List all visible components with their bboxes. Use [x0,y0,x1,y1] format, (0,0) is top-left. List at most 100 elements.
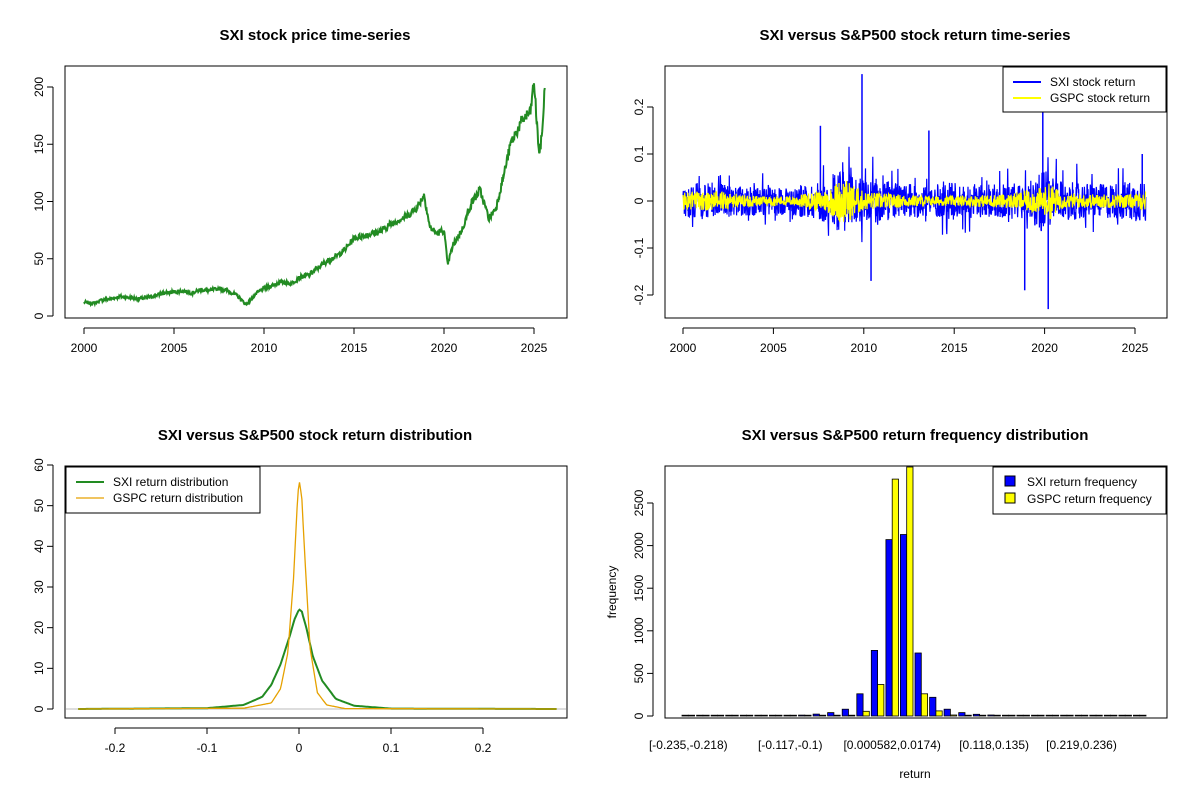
legend-label-gspc-density: GSPC return distribution [113,491,243,505]
x-tick-label: 2000 [670,341,697,355]
price-line [83,83,546,308]
x-tick-label: 0.2 [475,741,492,755]
sxi-frequency-bar [798,714,806,717]
gspc-frequency-bar [920,693,928,717]
gspc-frequency-bar [906,466,914,717]
gspc-frequency-bar [1095,714,1103,717]
sxi-frequency-bar [681,714,689,717]
y-tick-label: 10 [32,661,46,675]
plot-frame-1 [664,65,1168,319]
y-tick-label: 50 [32,499,46,513]
sxi-frequency-bar [1133,714,1141,717]
histogram-bin-label: [0.219,0.236) [1046,738,1117,752]
y-tick-label: 2000 [632,532,646,559]
histogram-bin-label: [0.118,0.135) [959,738,1029,752]
gspc-frequency-bar [746,714,754,717]
density-chart-title: SXI versus S&P500 stock return distribut… [158,427,472,444]
sxi-frequency-bar [754,714,762,717]
sxi-frequency-bar [1060,714,1068,717]
sxi-density-line [78,608,557,710]
sxi-frequency-bar [1002,714,1010,717]
x-tick-label: 2020 [1031,341,1058,355]
y-tick-label: -0.2 [632,284,646,305]
plot-frame-0 [64,65,568,319]
legend-swatch-sxi-frequency [1004,475,1016,487]
gspc-frequency-bar [833,714,841,717]
gspc-frequency-bar [950,714,958,717]
gspc-return-line [682,180,1147,222]
x-tick-label: 2020 [431,341,458,355]
sxi-frequency-bar [783,714,791,717]
sxi-frequency-bar [1074,714,1082,717]
histogram-chart: SXI versus S&P500 return frequency distr… [605,427,1168,781]
y-tick-label: 0 [632,712,646,719]
gspc-frequency-bar [1139,714,1147,717]
density-chart: SXI versus S&P500 stock return distribut… [32,427,568,755]
histogram-y-axis-title: frequency [605,566,619,619]
y-tick-label: 20 [32,621,46,635]
y-tick-label: 200 [32,77,46,97]
sxi-frequency-bar [885,539,893,717]
y-tick-label: -0.1 [632,237,646,258]
sxi-return-line [682,146,1147,243]
gspc-frequency-bar [717,714,725,717]
histogram-chart-title: SXI versus S&P500 return frequency distr… [742,427,1089,444]
sxi-frequency-bar [987,714,995,717]
y-tick-label: 2500 [632,489,646,516]
y-tick-label: 40 [32,539,46,553]
plot-frame-3 [664,465,1168,719]
legend-label-sxi: SXI stock return [1050,75,1135,89]
plot-frame-2 [64,465,568,719]
gspc-frequency-bar [1066,714,1074,717]
gspc-frequency-bar [819,714,827,717]
sxi-frequency-bar [827,712,835,717]
gspc-frequency-bar [862,710,870,717]
y-tick-label: 150 [32,134,46,154]
legend-swatch-gspc-frequency [1004,492,1016,504]
gspc-frequency-bar [702,714,710,717]
x-tick-label: 2005 [760,341,787,355]
x-tick-label: -0.2 [105,741,126,755]
legend-label-sxi-frequency: SXI return frequency [1027,475,1137,489]
gspc-frequency-bar [1124,714,1132,717]
returns-timeseries-chart: SXI versus S&P500 stock return time-seri… [632,27,1168,355]
histogram-bin-label: [0.000582,0.0174) [843,738,940,752]
price-chart: SXI stock price time-series 2000 2005 2010… [32,27,568,355]
y-tick-label: 30 [32,580,46,594]
gspc-frequency-bar [891,478,899,717]
histogram-bin-label: [-0.235,-0.218) [649,738,728,752]
histogram-legend-box [992,466,1167,515]
y-tick-label: 0 [632,197,646,204]
sxi-frequency-bar [1118,714,1126,717]
returns-legend-box [1002,66,1167,113]
sxi-frequency-bar [929,696,937,717]
gspc-frequency-bar [1008,714,1016,717]
y-tick-label: 500 [632,663,646,683]
sxi-frequency-bar [1089,714,1097,717]
x-tick-label: 2015 [341,341,368,355]
sxi-frequency-bar [958,712,966,717]
gspc-frequency-bar [993,714,1001,717]
y-tick-label: 1500 [632,575,646,602]
histogram-x-axis-title: return [899,767,930,781]
x-tick-label: 2025 [1122,341,1149,355]
gspc-frequency-bar [760,714,768,717]
sxi-frequency-bar [1103,714,1112,717]
gspc-frequency-bar [1022,714,1030,717]
x-tick-label: 0.1 [383,741,400,755]
gspc-frequency-bar [731,714,739,717]
sxi-frequency-bar [739,714,747,717]
returns-chart-title: SXI versus S&P500 stock return time-seri… [760,27,1071,44]
legend-label-gspc: GSPC stock return [1050,91,1150,105]
y-tick-label: 0.2 [632,98,646,115]
sxi-frequency-bar [914,652,922,717]
sxi-frequency-bar [725,714,733,717]
gspc-frequency-bar [789,714,797,717]
histogram-bin-label: [-0.117,-0.1) [758,738,822,752]
gspc-frequency-bar [1110,714,1118,717]
y-tick-label: 60 [32,458,46,472]
x-tick-label: 2000 [71,341,98,355]
sxi-frequency-bar [943,708,951,717]
legend-label-sxi-density: SXI return distribution [113,475,228,489]
gspc-frequency-bar [804,714,812,717]
